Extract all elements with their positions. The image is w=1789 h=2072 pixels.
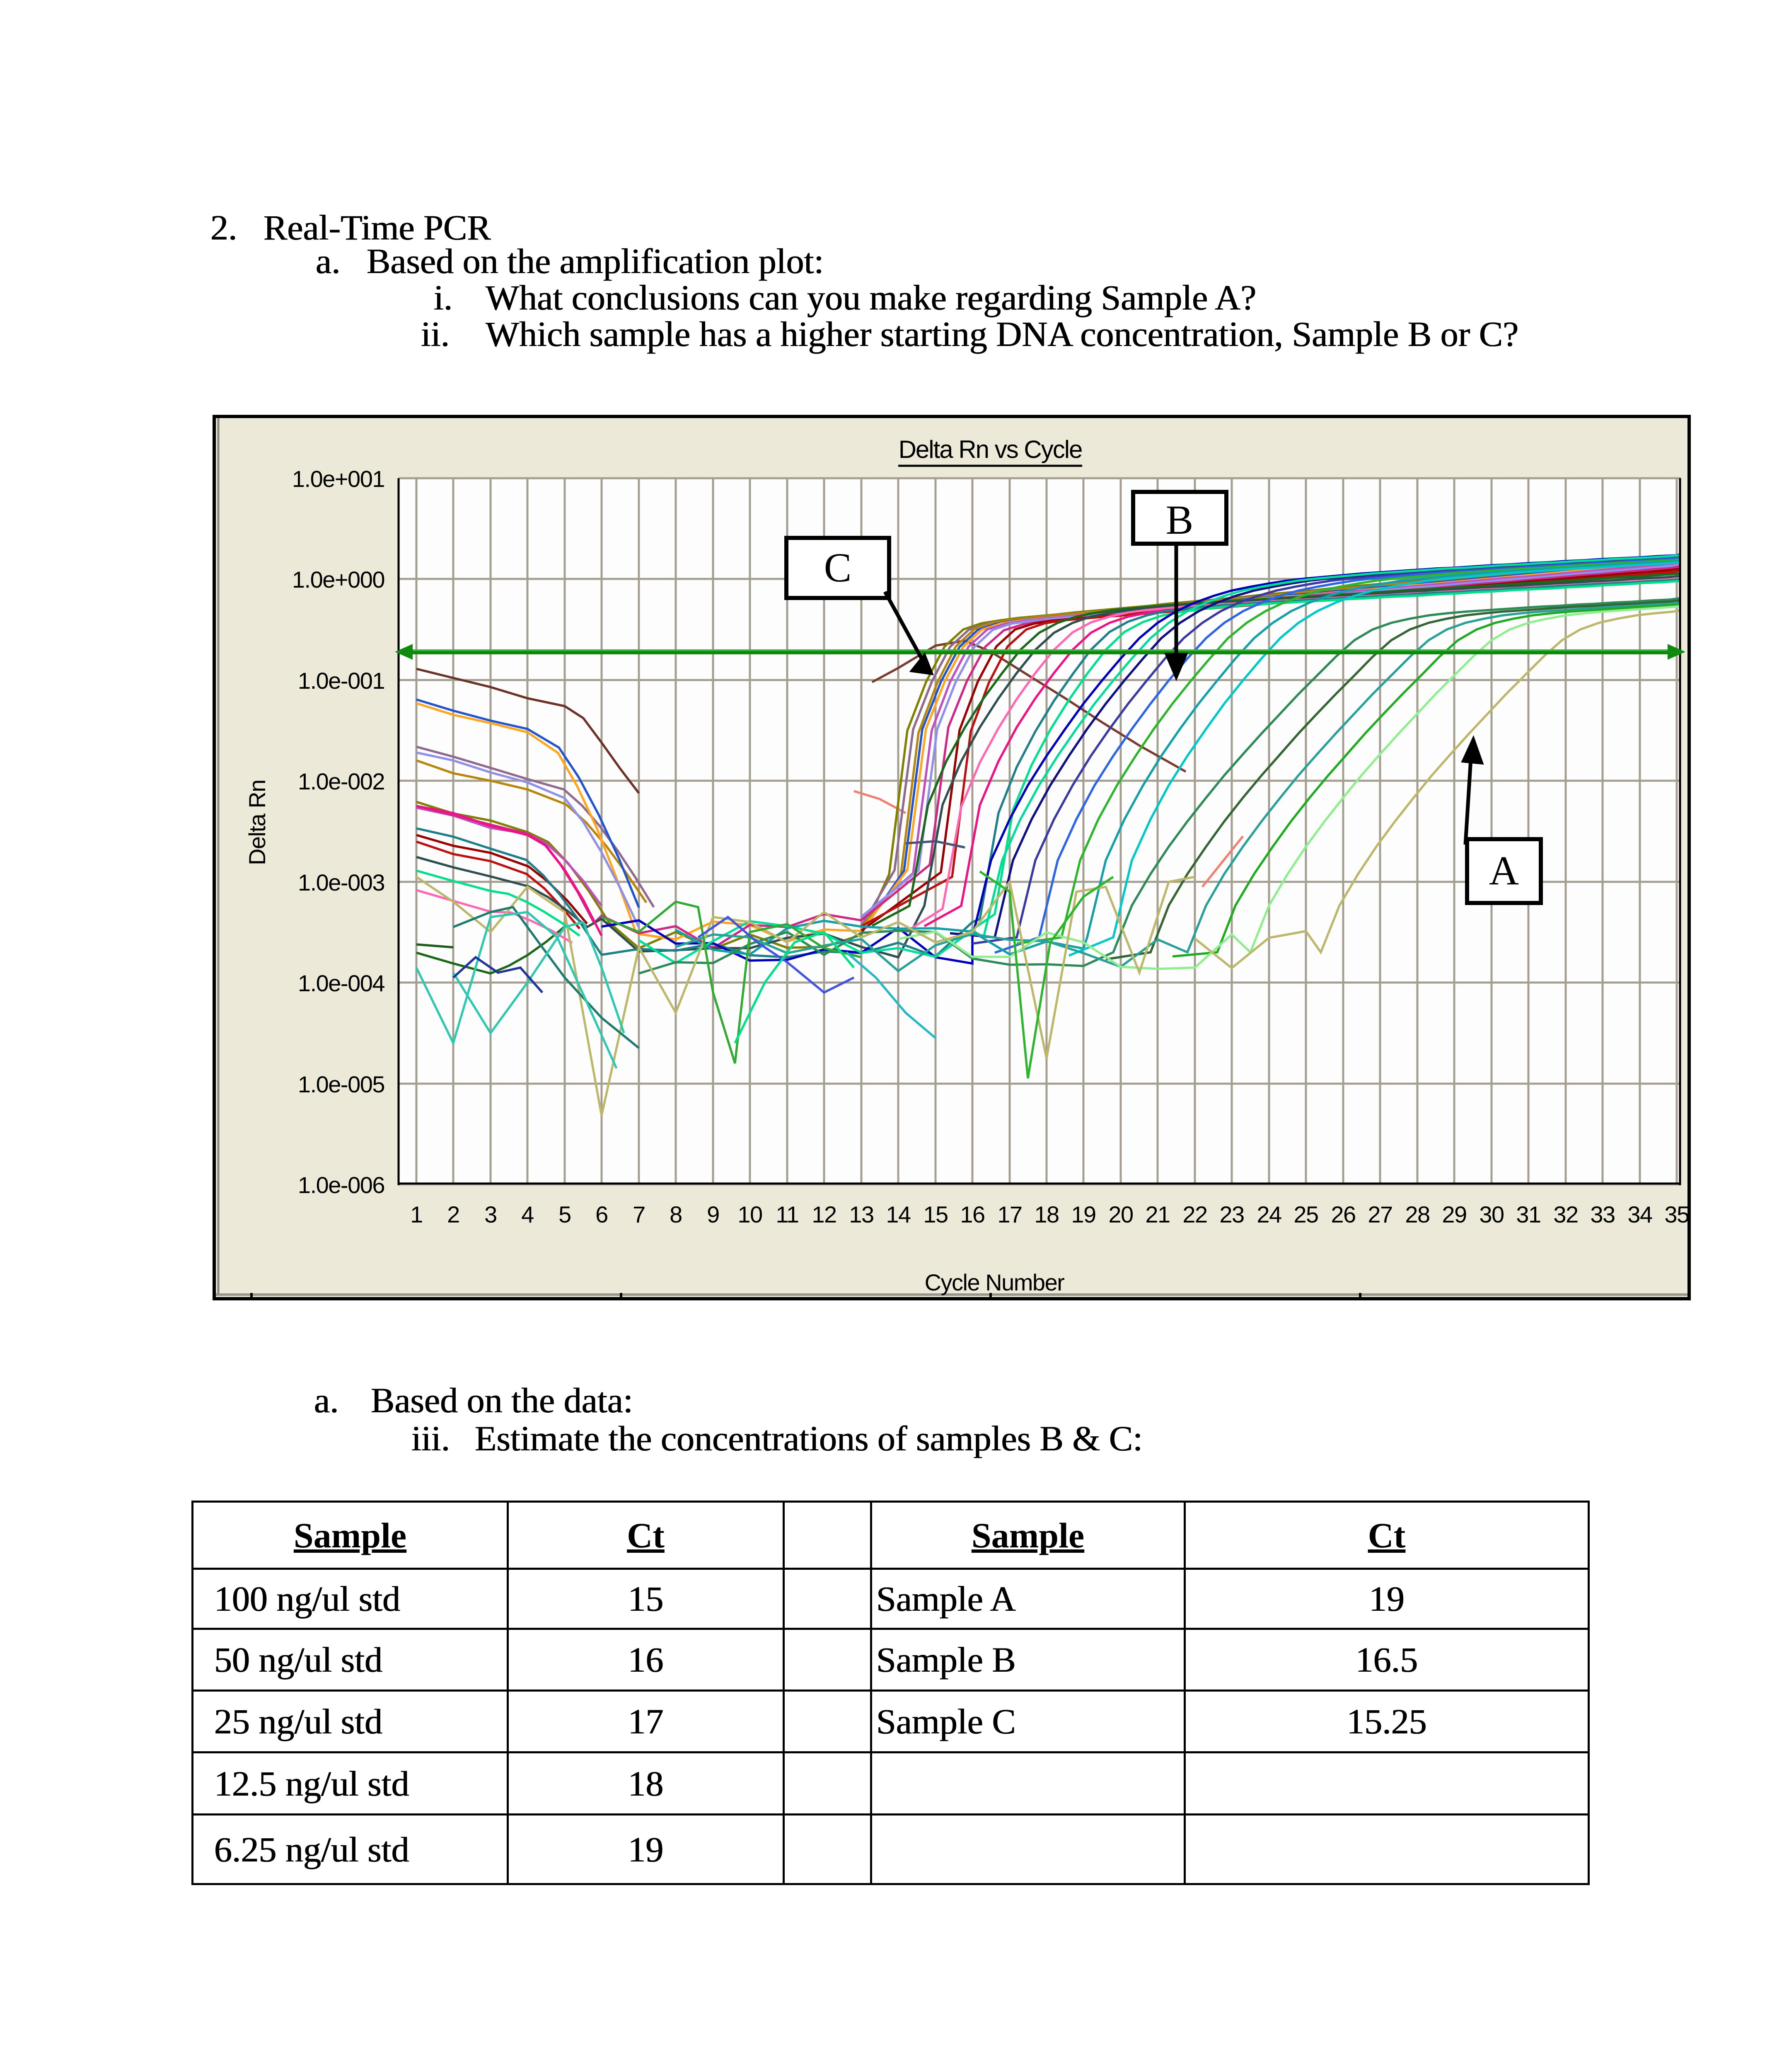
svg-text:10: 10: [737, 1201, 762, 1227]
svg-text:26: 26: [1331, 1201, 1355, 1227]
svg-text:32: 32: [1553, 1201, 1578, 1227]
svg-text:14: 14: [886, 1201, 911, 1227]
svg-text:16: 16: [960, 1201, 984, 1227]
svg-text:1.0e-006: 1.0e-006: [298, 1172, 384, 1198]
svg-text:12: 12: [812, 1201, 836, 1227]
svg-text:9: 9: [707, 1201, 719, 1227]
svg-text:1.0e-005: 1.0e-005: [298, 1071, 384, 1097]
svg-text:29: 29: [1442, 1201, 1466, 1227]
svg-text:1.0e-003: 1.0e-003: [298, 869, 384, 896]
svg-text:2: 2: [447, 1201, 459, 1227]
svg-text:21: 21: [1145, 1201, 1170, 1227]
svg-text:30: 30: [1479, 1201, 1504, 1227]
svg-text:C: C: [824, 545, 852, 591]
svg-text:Delta Rn vs Cycle: Delta Rn vs Cycle: [899, 436, 1082, 463]
svg-text:19: 19: [1071, 1201, 1095, 1227]
svg-text:8: 8: [670, 1201, 682, 1227]
svg-text:A: A: [1489, 847, 1519, 893]
svg-text:34: 34: [1627, 1201, 1652, 1227]
svg-text:31: 31: [1516, 1201, 1540, 1227]
svg-text:1.0e-001: 1.0e-001: [298, 668, 384, 694]
svg-text:1.0e-002: 1.0e-002: [298, 768, 384, 794]
svg-text:3: 3: [484, 1201, 497, 1227]
svg-text:Cycle Number: Cycle Number: [925, 1269, 1065, 1295]
svg-text:13: 13: [849, 1201, 873, 1227]
svg-text:5: 5: [558, 1201, 571, 1227]
svg-text:4: 4: [521, 1201, 534, 1227]
svg-text:17: 17: [997, 1201, 1022, 1227]
svg-text:15: 15: [923, 1201, 948, 1227]
svg-text:22: 22: [1182, 1201, 1207, 1227]
svg-text:33: 33: [1590, 1201, 1615, 1227]
svg-text:24: 24: [1257, 1201, 1281, 1227]
svg-text:20: 20: [1108, 1201, 1133, 1227]
svg-text:1.0e+001: 1.0e+001: [292, 466, 384, 492]
svg-text:27: 27: [1368, 1201, 1392, 1227]
svg-text:Delta Rn: Delta Rn: [244, 780, 270, 865]
svg-text:23: 23: [1219, 1201, 1244, 1227]
svg-text:35: 35: [1664, 1201, 1689, 1227]
svg-text:18: 18: [1034, 1201, 1059, 1227]
svg-text:7: 7: [633, 1201, 645, 1227]
svg-text:1.0e-004: 1.0e-004: [298, 970, 384, 996]
svg-text:B: B: [1166, 497, 1194, 543]
svg-text:1: 1: [410, 1201, 423, 1227]
svg-text:25: 25: [1293, 1201, 1318, 1227]
svg-text:28: 28: [1405, 1201, 1429, 1227]
svg-text:1.0e+000: 1.0e+000: [292, 566, 384, 593]
svg-text:6: 6: [595, 1201, 608, 1227]
svg-text:11: 11: [776, 1201, 798, 1227]
